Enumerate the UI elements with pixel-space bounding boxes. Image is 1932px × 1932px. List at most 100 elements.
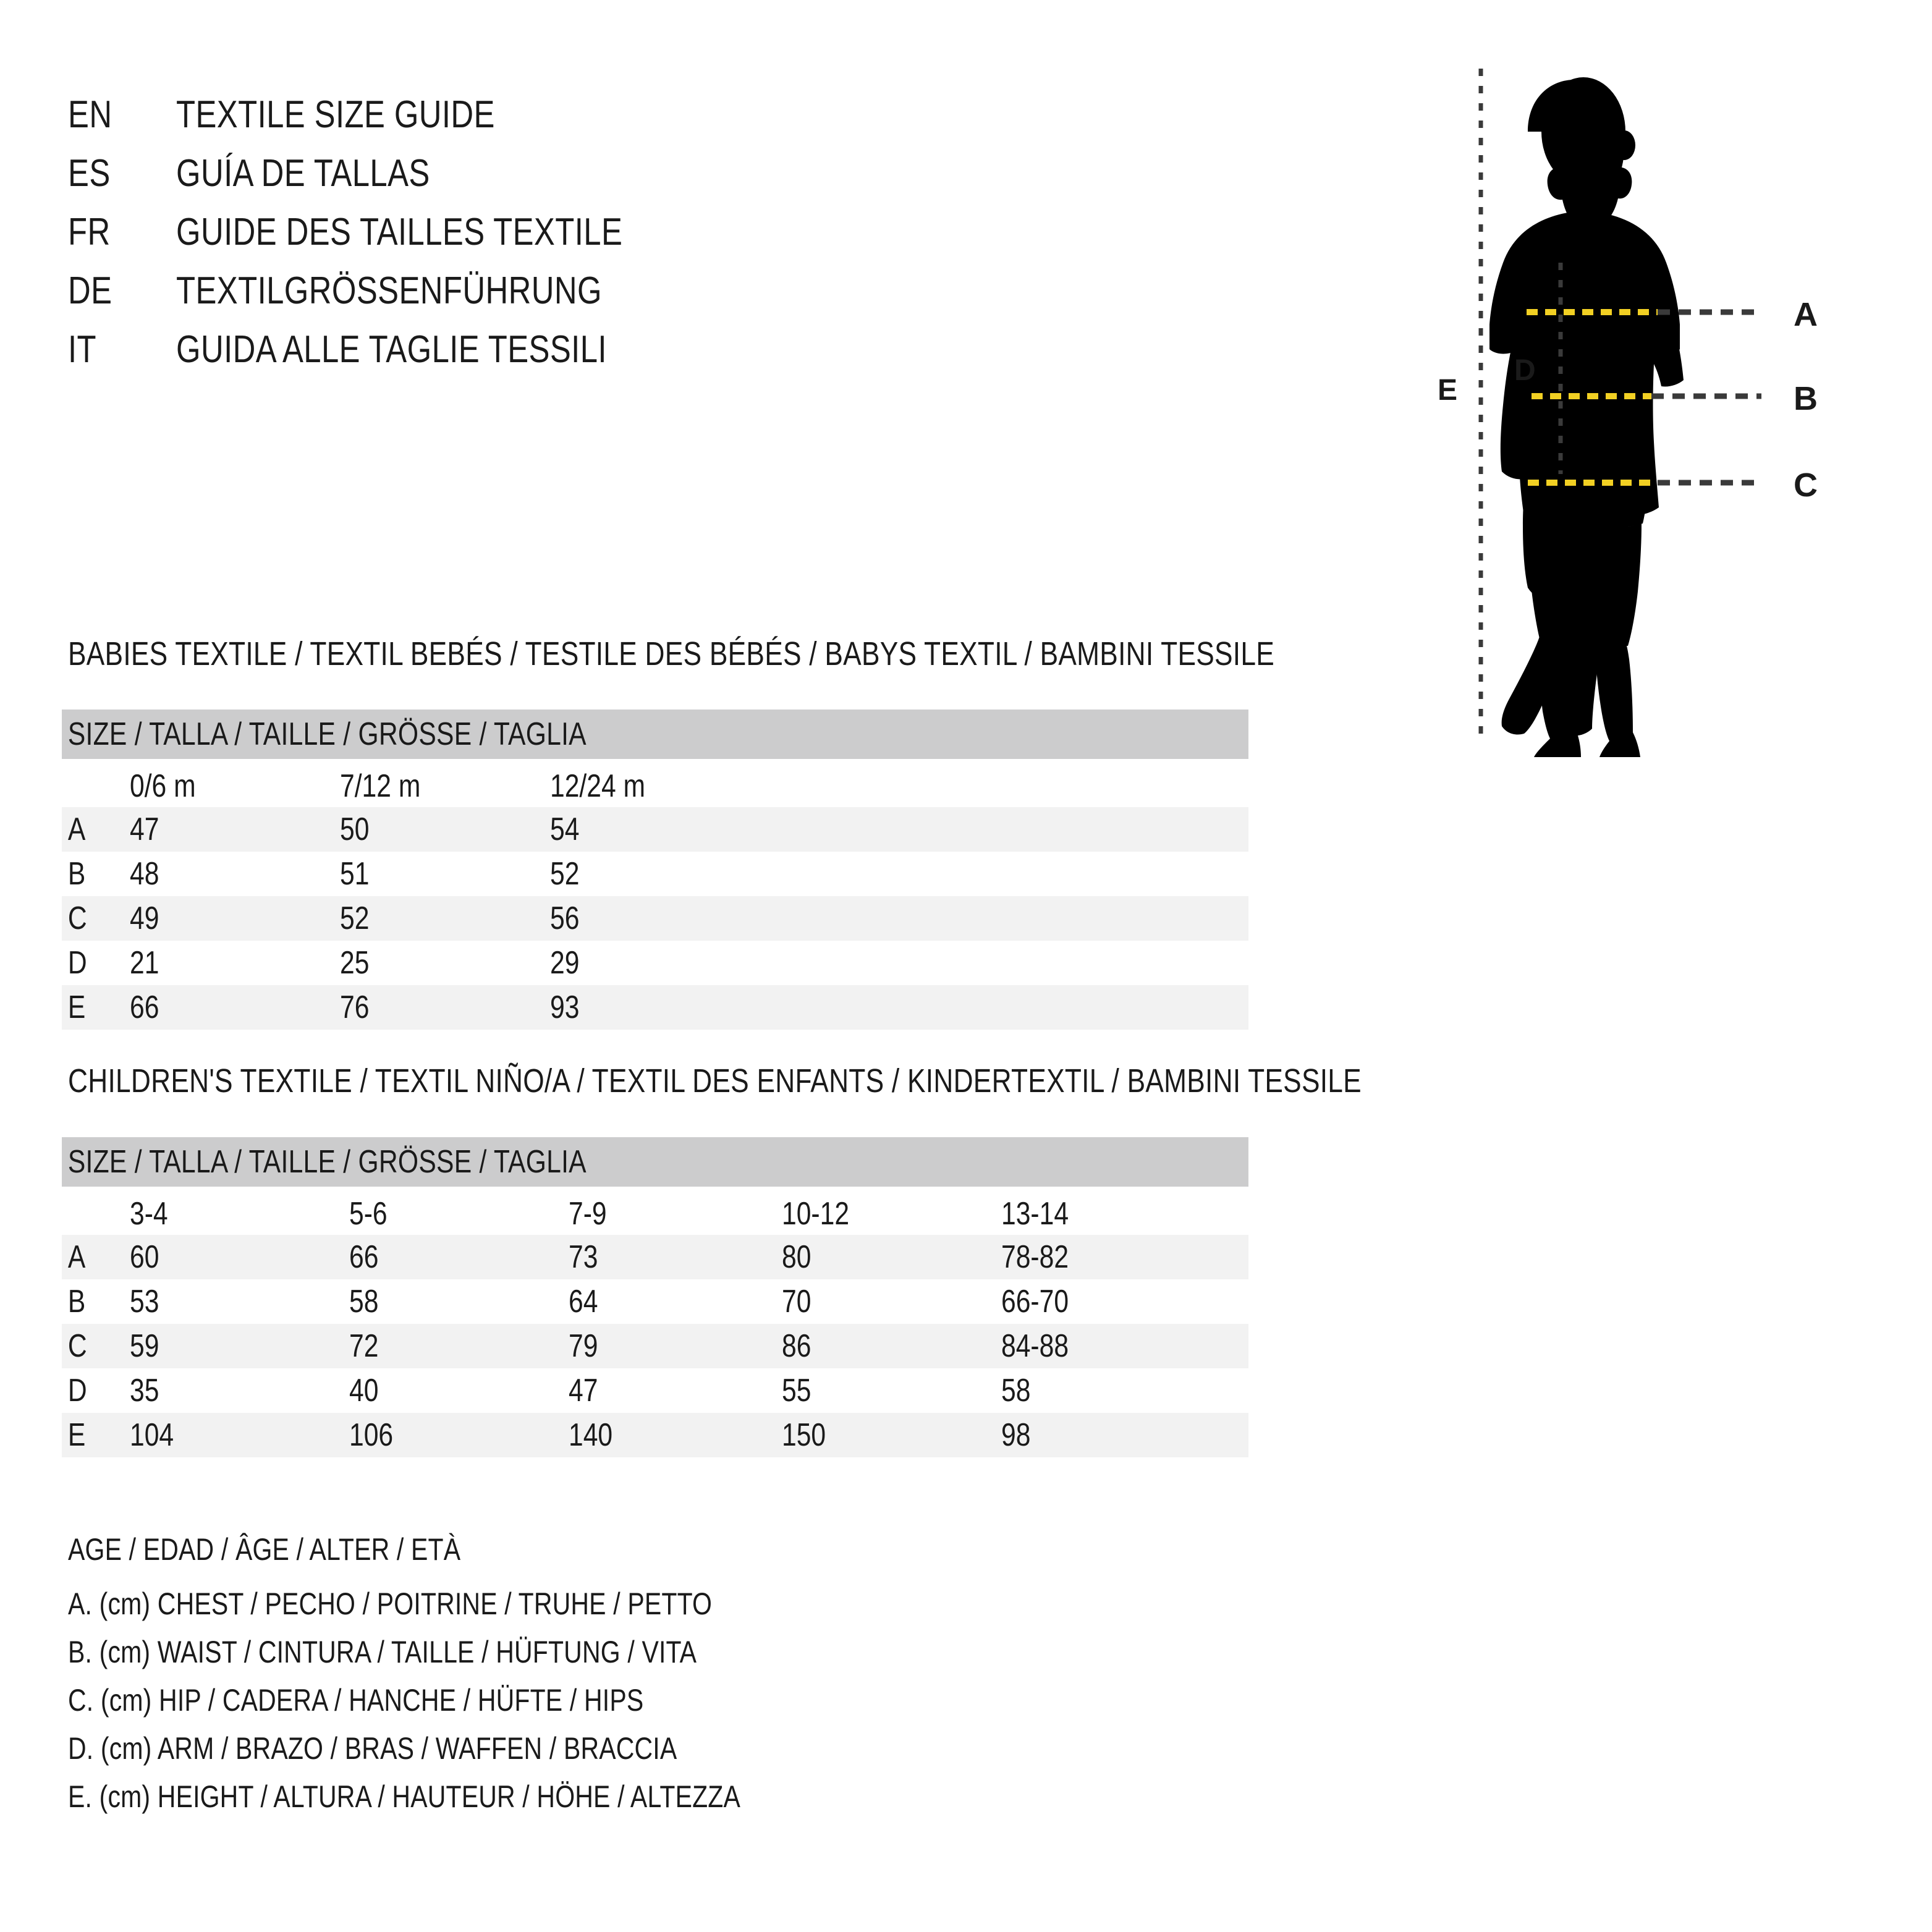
cell-value: 48 <box>130 856 159 892</box>
cell-value: 72 <box>349 1328 379 1364</box>
row-label: E <box>67 1417 86 1453</box>
cell-value: 66 <box>349 1239 379 1275</box>
cell-value: 150 <box>782 1417 826 1453</box>
cell-value: 79 <box>569 1328 598 1364</box>
cell-value: 66-70 <box>1001 1284 1069 1320</box>
row-label: C <box>67 900 87 936</box>
language-title: GUÍA DE TALLAS <box>176 152 430 195</box>
cell-value: 59 <box>130 1328 159 1364</box>
table-band-header: SIZE / TALLA / TAILLE / GRÖSSE / TAGLIA <box>62 1137 1248 1187</box>
legend-item-d: D. (cm) ARM / BRAZO / BRAS / WAFFEN / BR… <box>68 1731 677 1766</box>
cell-value: 50 <box>340 811 370 847</box>
cell-value: 52 <box>340 900 370 936</box>
cell-value: 51 <box>340 856 370 892</box>
row-label: D <box>67 945 87 981</box>
cell-value: 58 <box>349 1284 379 1320</box>
cell-value: 54 <box>550 811 580 847</box>
cell-value: 60 <box>130 1239 159 1275</box>
cell-value: 73 <box>569 1239 598 1275</box>
cell-value: 84-88 <box>1001 1328 1069 1364</box>
table-column-header: 3-4 5-6 7-9 10-12 13-14 <box>62 1187 1248 1235</box>
cell-value: 104 <box>130 1417 174 1453</box>
table-row: B 53 58 64 70 66-70 <box>62 1279 1248 1324</box>
measurement-legend: AGE / EDAD / ÂGE / ALTER / ETÀ A. (cm) C… <box>68 1532 1057 1827</box>
figure-label-a: A <box>1794 296 1818 333</box>
table-row: D 35 40 47 55 58 <box>62 1368 1248 1413</box>
language-title: GUIDE DES TAILLES TEXTILE <box>176 211 623 253</box>
cell-value: 66 <box>130 989 159 1025</box>
column-header: 7/12 m <box>340 768 421 804</box>
table-row: D 21 25 29 <box>62 941 1248 985</box>
cell-value: 25 <box>340 945 370 981</box>
table-column-header: 0/6 m 7/12 m 12/24 m <box>62 759 1248 807</box>
table-row: E 66 76 93 <box>62 985 1248 1030</box>
language-title: TEXTILGRÖSSENFÜHRUNG <box>176 269 602 312</box>
children-size-table: SIZE / TALLA / TAILLE / GRÖSSE / TAGLIA … <box>62 1137 1248 1457</box>
cell-value: 49 <box>130 900 159 936</box>
cell-value: 21 <box>130 945 159 981</box>
row-label: E <box>67 989 86 1025</box>
cell-value: 93 <box>550 989 580 1025</box>
table-band-header: SIZE / TALLA / TAILLE / GRÖSSE / TAGLIA <box>62 710 1248 759</box>
column-header: 13-14 <box>1001 1196 1069 1232</box>
row-label: A <box>67 1239 86 1275</box>
row-label: B <box>67 1284 86 1320</box>
children-section-title: CHILDREN'S TEXTILE / TEXTIL NIÑO/A / TEX… <box>68 1062 1362 1099</box>
table-row: E 104 106 140 150 98 <box>62 1413 1248 1457</box>
babies-size-table: SIZE / TALLA / TAILLE / GRÖSSE / TAGLIA … <box>62 710 1248 1030</box>
legend-item-a: A. (cm) CHEST / PECHO / POITRINE / TRUHE… <box>68 1587 713 1621</box>
band-label: SIZE / TALLA / TAILLE / GRÖSSE / TAGLIA <box>67 716 587 752</box>
language-code: DE <box>68 269 112 312</box>
language-row: ES GUÍA DE TALLAS <box>68 151 995 210</box>
cell-value: 76 <box>340 989 370 1025</box>
language-code: FR <box>68 211 111 253</box>
table-row: C 49 52 56 <box>62 896 1248 941</box>
cell-value: 78-82 <box>1001 1239 1069 1275</box>
column-header: 0/6 m <box>130 768 196 804</box>
legend-item-c: C. (cm) HIP / CADERA / HANCHE / HÜFTE / … <box>68 1683 644 1718</box>
cell-value: 58 <box>1001 1373 1031 1409</box>
cell-value: 106 <box>349 1417 394 1453</box>
table-row: C 59 72 79 86 84-88 <box>62 1324 1248 1368</box>
cell-value: 98 <box>1001 1417 1031 1453</box>
row-label: D <box>67 1373 87 1409</box>
cell-value: 80 <box>782 1239 811 1275</box>
row-label: B <box>67 856 86 892</box>
cell-value: 29 <box>550 945 580 981</box>
cell-value: 56 <box>550 900 580 936</box>
language-code: ES <box>68 152 111 195</box>
figure-label-b: B <box>1794 380 1818 417</box>
row-label: C <box>67 1328 87 1364</box>
language-row: FR GUIDE DES TAILLES TEXTILE <box>68 210 995 269</box>
cell-value: 40 <box>349 1373 379 1409</box>
language-title: GUIDA ALLE TAGLIE TESSILI <box>176 328 607 371</box>
table-row: A 47 50 54 <box>62 807 1248 852</box>
cell-value: 53 <box>130 1284 159 1320</box>
cell-value: 86 <box>782 1328 811 1364</box>
row-label: A <box>67 811 86 847</box>
cell-value: 35 <box>130 1373 159 1409</box>
language-header-block: EN TEXTILE SIZE GUIDE ES GUÍA DE TALLAS … <box>68 93 995 386</box>
language-row: EN TEXTILE SIZE GUIDE <box>68 93 995 151</box>
language-code: EN <box>68 93 112 136</box>
babies-section-title: BABIES TEXTILE / TEXTIL BEBÉS / TESTILE … <box>68 635 1274 672</box>
child-silhouette-shape <box>1489 77 1680 757</box>
cell-value: 140 <box>569 1417 613 1453</box>
cell-value: 64 <box>569 1284 598 1320</box>
band-label: SIZE / TALLA / TAILLE / GRÖSSE / TAGLIA <box>67 1144 587 1180</box>
column-header: 12/24 m <box>550 768 646 804</box>
column-header: 10-12 <box>782 1196 850 1232</box>
column-header: 5-6 <box>349 1196 388 1232</box>
cell-value: 70 <box>782 1284 811 1320</box>
figure-label-c: C <box>1794 467 1818 504</box>
cell-value: 47 <box>569 1373 598 1409</box>
figure-label-e: E <box>1438 374 1457 407</box>
measurement-figure-panel: A B C D E <box>1415 59 1910 763</box>
cell-value: 55 <box>782 1373 811 1409</box>
cell-value: 47 <box>130 811 159 847</box>
table-row: A 60 66 73 80 78-82 <box>62 1235 1248 1279</box>
figure-label-d: D <box>1514 354 1536 387</box>
cell-value: 52 <box>550 856 580 892</box>
legend-item-b: B. (cm) WAIST / CINTURA / TAILLE / HÜFTU… <box>68 1635 697 1669</box>
language-row: IT GUIDA ALLE TAGLIE TESSILI <box>68 328 995 386</box>
